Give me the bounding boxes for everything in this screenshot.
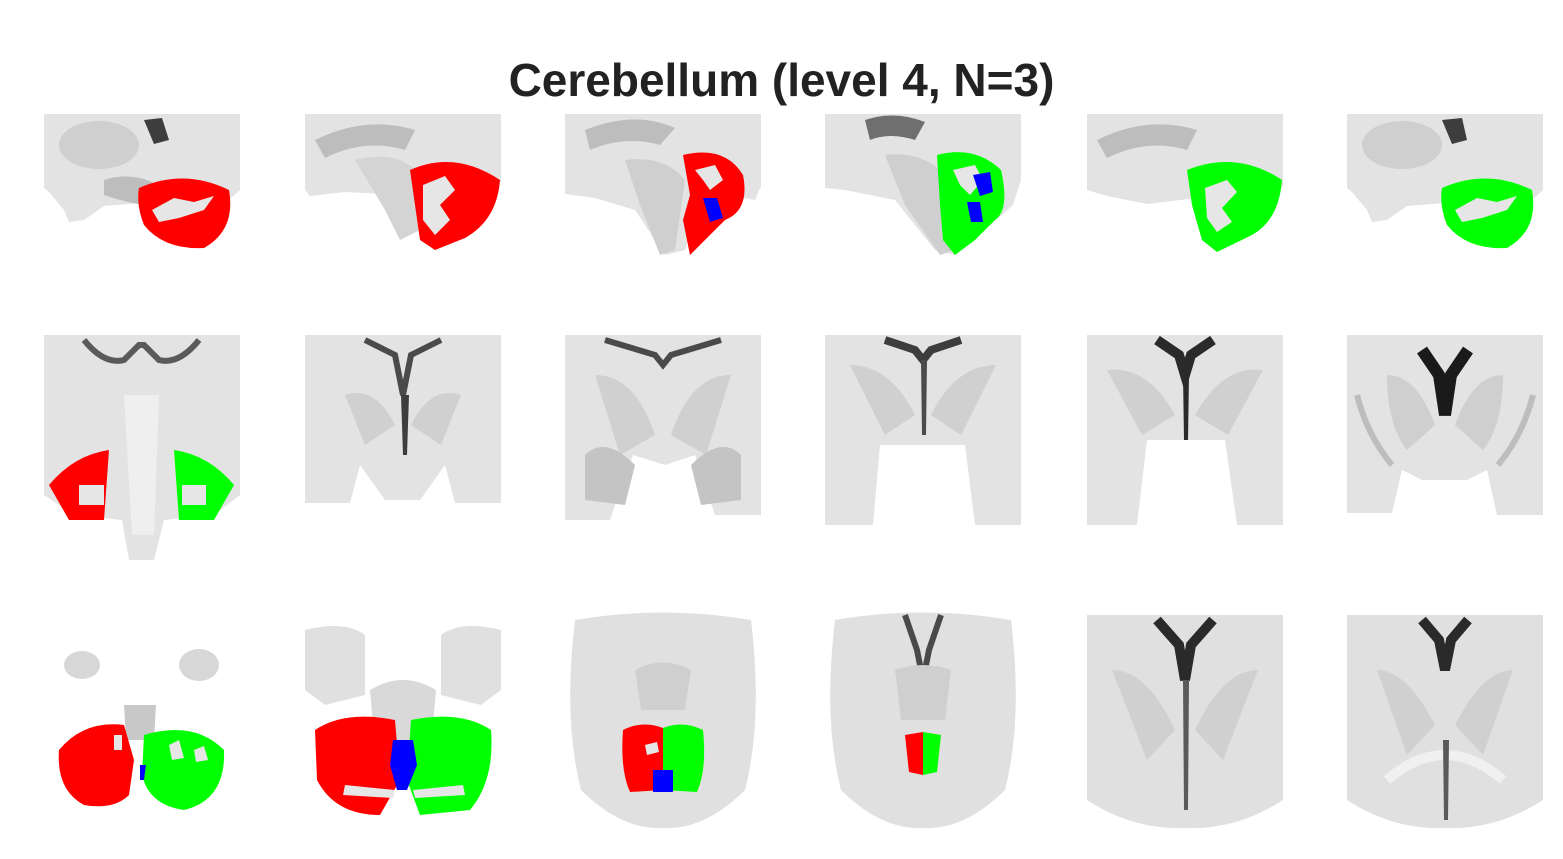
cerebellum-region-blue — [140, 765, 146, 780]
axial-slice-6 — [1347, 615, 1543, 829]
sagittal-slice-4 — [825, 114, 1021, 255]
cerebellum-region-green — [407, 716, 492, 815]
cerebellum-region-green — [923, 732, 941, 775]
cerebellum-region-blue — [703, 198, 723, 222]
cerebellum-region-red — [905, 732, 923, 775]
axial-slice-2 — [305, 626, 501, 815]
cerebellum-region-red — [315, 716, 400, 815]
sagittal-slice-1 — [44, 114, 240, 249]
cerebellum-region-green — [142, 730, 225, 810]
cerebellum-region-green — [1187, 162, 1282, 252]
cerebellum-region-blue — [390, 740, 417, 790]
axial-slice-1 — [58, 649, 225, 810]
coronal-slice-3 — [565, 335, 761, 520]
sagittal-slice-6 — [1347, 114, 1543, 249]
axial-slice-3 — [570, 612, 756, 829]
cerebellum-region-red — [58, 724, 134, 807]
sagittal-slice-5 — [1087, 114, 1283, 252]
coronal-slice-6 — [1347, 335, 1543, 515]
cerebellum-region-red — [622, 724, 663, 792]
cerebellum-region-green — [663, 724, 705, 792]
axial-slice-5 — [1087, 615, 1283, 829]
coronal-slice-5 — [1087, 335, 1283, 525]
coronal-slice-4 — [825, 335, 1021, 525]
axial-slice-4 — [830, 612, 1016, 829]
coronal-slice-1 — [44, 335, 240, 560]
figure-title: Cerebellum (level 4, N=3) — [508, 54, 1055, 106]
coronal-slice-2 — [305, 335, 501, 503]
sagittal-slice-3 — [565, 114, 761, 255]
sagittal-slice-2 — [305, 114, 501, 250]
cerebellum-region-blue — [973, 172, 993, 196]
cerebellum-region-blue — [653, 770, 673, 792]
